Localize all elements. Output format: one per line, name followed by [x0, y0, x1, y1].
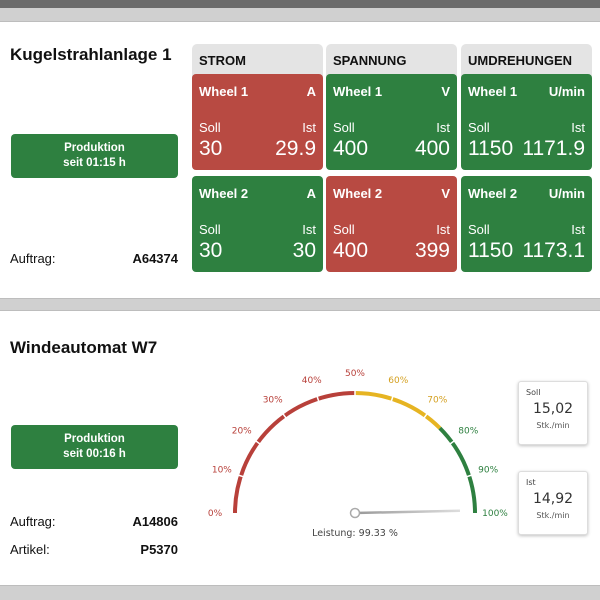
soll-label: Soll — [333, 120, 355, 135]
metric-tile[interactable]: Wheel 2 V Soll Ist 400 399 — [326, 176, 457, 272]
kpi-unit: Stk./min — [536, 511, 570, 520]
tile-name: Wheel 1 — [199, 84, 249, 99]
gauge-tick-label: 70% — [427, 396, 447, 406]
ist-value: 1173.1 — [522, 239, 585, 262]
gauge-pivot — [349, 507, 361, 519]
soll-value: 30 — [199, 137, 223, 160]
soll-value: 30 — [199, 239, 223, 262]
tile-unit: U/min — [548, 186, 585, 201]
kpi-label: Soll — [526, 388, 541, 397]
tile-unit: V — [441, 186, 450, 201]
gauge-tick-label: 60% — [388, 376, 408, 386]
top-bar — [0, 0, 600, 8]
kpi-value: 15,02 — [532, 401, 574, 417]
tile-unit: U/min — [548, 84, 585, 99]
gauge-needle — [354, 509, 461, 515]
soll-label: Soll — [199, 120, 221, 135]
gauge-band — [233, 391, 356, 514]
ist-value: 399 — [414, 239, 450, 262]
gauge-tick-label: 80% — [458, 427, 478, 437]
kpi-unit: Stk./min — [536, 421, 570, 430]
info-value: A64374 — [132, 251, 178, 266]
kpi-ist: Ist 14,92 Stk./min — [518, 471, 588, 535]
gauge-tick-label: 30% — [263, 396, 283, 406]
metric-tile[interactable]: Wheel 2 A Soll Ist 30 30 — [192, 176, 323, 272]
tile-name: Wheel 1 — [333, 84, 383, 99]
ist-value: 400 — [414, 137, 450, 160]
info-label: Auftrag: — [10, 514, 56, 529]
machine-title: Kugelstrahlanlage 1 — [10, 45, 172, 64]
info-row-auftrag: Auftrag: A64374 — [10, 251, 178, 266]
kpi-value: 14,92 — [532, 491, 574, 507]
gauge-caption: Leistung: 99.33 % — [312, 528, 398, 539]
machine-panel-kugelstrahlanlage: Kugelstrahlanlage 1 Produktion seit 01:1… — [0, 21, 600, 299]
soll-value: 400 — [333, 137, 369, 160]
soll-label: Soll — [199, 222, 221, 237]
performance-gauge: 0% 10% 20% 30% 40% 50% 60% 70% 80% 90% 100% Leistu… — [208, 369, 508, 539]
ist-value: 29.9 — [275, 137, 316, 160]
ist-label: Ist — [302, 222, 316, 237]
status-line2: seit 01:15 h — [63, 157, 126, 169]
info-label: Auftrag: — [10, 251, 56, 266]
info-row-auftrag: Auftrag: A14806 — [10, 514, 178, 529]
status-line1: Produktion — [64, 433, 125, 445]
gauge-tick-label: 90% — [478, 466, 498, 476]
soll-value: 400 — [333, 239, 369, 262]
tile-unit: A — [306, 84, 316, 99]
kpi-soll: Soll 15,02 Stk./min — [518, 381, 588, 445]
machine-panel-windeautomat: Windeautomat W7 Produktion seit 00:16 h … — [0, 310, 600, 586]
soll-label: Soll — [468, 120, 490, 135]
metric-tile[interactable]: Wheel 1 A Soll Ist 30 29.9 — [192, 74, 323, 170]
ist-label: Ist — [571, 222, 585, 237]
machine-title: Windeautomat W7 — [10, 338, 158, 357]
ist-label: Ist — [571, 120, 585, 135]
status-line2: seit 00:16 h — [63, 448, 126, 460]
ist-value: 1171.9 — [522, 137, 585, 160]
info-value: P5370 — [140, 542, 178, 557]
gauge-tick-label: 100% — [482, 509, 508, 519]
soll-label: Soll — [333, 222, 355, 237]
info-label: Artikel: — [10, 542, 50, 557]
gauge-band — [354, 391, 442, 430]
tile-name: Wheel 2 — [333, 186, 383, 201]
info-value: A14806 — [132, 514, 178, 529]
status-line1: Produktion — [64, 142, 125, 154]
ist-label: Ist — [302, 120, 316, 135]
metric-tile[interactable]: Wheel 1 V Soll Ist 400 400 — [326, 74, 457, 170]
production-status-button[interactable]: Produktion seit 00:16 h — [11, 425, 178, 469]
info-row-artikel: Artikel: P5370 — [10, 542, 178, 557]
soll-label: Soll — [468, 222, 490, 237]
ist-label: Ist — [436, 222, 450, 237]
production-status-button[interactable]: Produktion seit 01:15 h — [11, 134, 178, 178]
tile-name: Wheel 2 — [468, 186, 518, 201]
gauge-tick-label: 20% — [232, 427, 252, 437]
ist-value: 30 — [292, 239, 316, 262]
tile-name: Wheel 1 — [468, 84, 518, 99]
gauge-tick-label: 40% — [302, 376, 322, 386]
gauge-tick-label: 10% — [212, 466, 232, 476]
metric-tile[interactable]: Wheel 2 U/min Soll Ist 1150 1173.1 — [461, 176, 592, 272]
ist-label: Ist — [436, 120, 450, 135]
tile-unit: V — [441, 84, 450, 99]
gauge-tick-label: 0% — [208, 509, 223, 519]
metric-column-umdrehungen: UMDREHUNGEN Wheel 1 U/min Soll Ist 1150 117… — [461, 44, 592, 272]
gauge-tick-label: 50% — [345, 369, 365, 379]
gauge-band — [438, 426, 477, 514]
tile-name: Wheel 2 — [199, 186, 249, 201]
metric-tile[interactable]: Wheel 1 U/min Soll Ist 1150 1171.9 — [461, 74, 592, 170]
kpi-label: Ist — [526, 478, 536, 487]
soll-value: 1150 — [468, 239, 514, 262]
soll-value: 1150 — [468, 137, 514, 160]
tile-unit: A — [306, 186, 316, 201]
